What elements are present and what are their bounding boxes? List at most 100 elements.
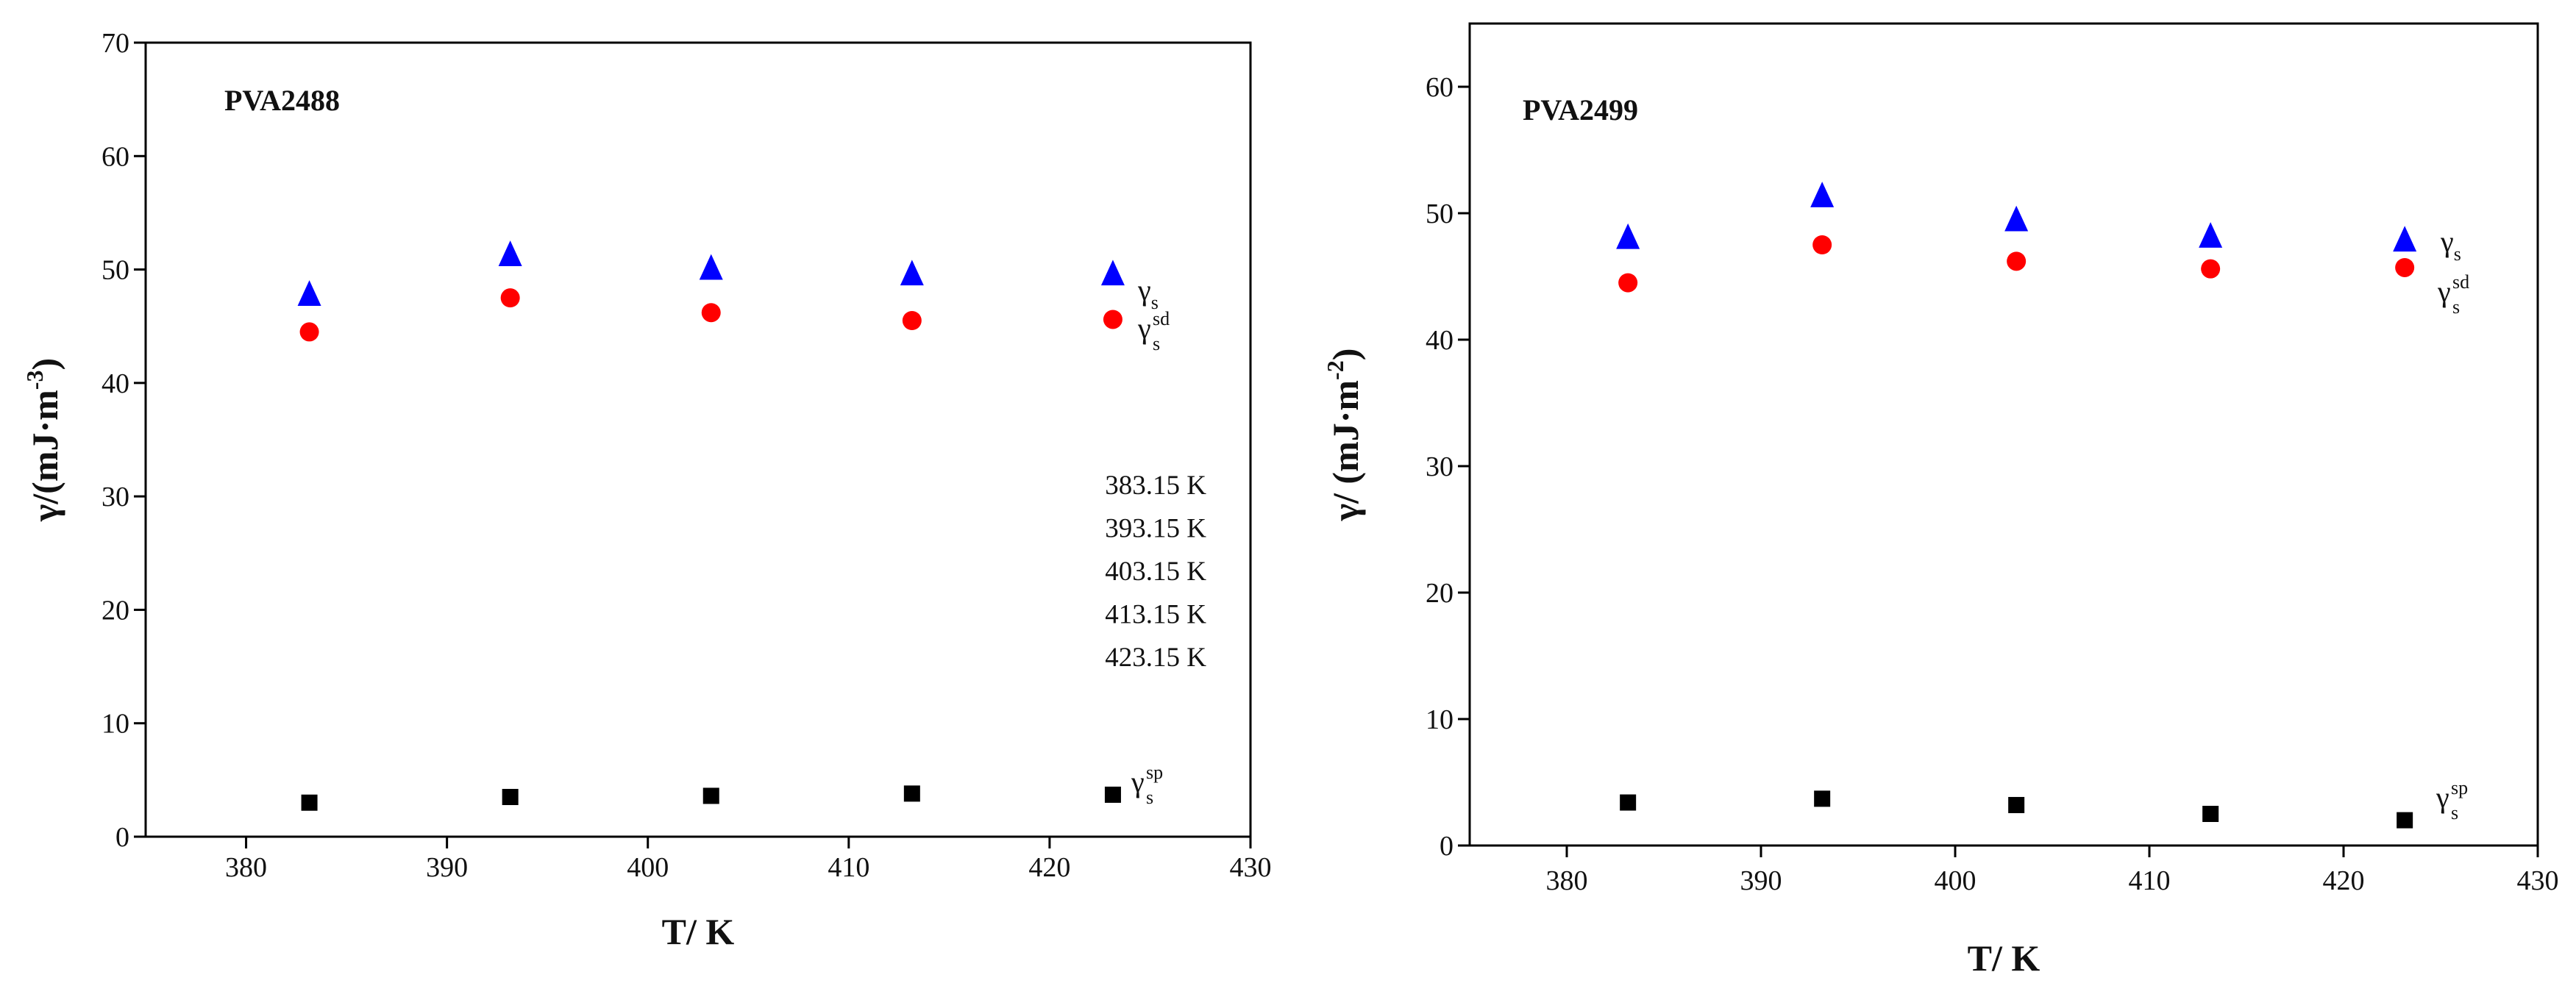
x-tick-label: 380 — [1546, 865, 1588, 896]
temperature-label: 403.15 K — [1105, 557, 1206, 587]
marker-gs — [1100, 260, 1125, 286]
marker-gsd — [1618, 273, 1638, 293]
x-tick-label: 420 — [2323, 865, 2365, 896]
x-tick-label: 390 — [1740, 865, 1782, 896]
y-axis-title-close: ) — [24, 358, 65, 371]
legend-label-gs: γs — [1137, 274, 1159, 313]
legend-base: γ — [2437, 275, 2451, 308]
x-axis-title: T/ K — [1968, 937, 2040, 979]
legend-base: γ — [1131, 765, 1145, 798]
marker-gsd — [500, 288, 520, 308]
y-tick-label: 30 — [102, 482, 129, 512]
chart-pva2499: 380 390 400 410 420 430 0 10 20 30 40 50 60 T/ K γ/ (m… — [1322, 22, 2559, 979]
marker-gsd — [701, 303, 721, 323]
legend-sub: s — [2451, 802, 2458, 823]
marker-gs — [1810, 182, 1835, 207]
temperature-label: 383.15 K — [1105, 471, 1206, 501]
chart-pva2488: 380 390 400 410 420 430 0 10 20 30 40 50 60 70 T/ K γ/(… — [21, 28, 1272, 952]
y-tick-label: 20 — [1426, 578, 1454, 609]
y-axis-title-sup: -2 — [1322, 360, 1348, 380]
legend-base: γ — [2436, 781, 2449, 814]
marker-gsd — [2201, 259, 2221, 279]
legend-label-gsd: γsd s — [2437, 271, 2469, 318]
x-tick-label: 410 — [2129, 865, 2171, 896]
plot-frame — [144, 41, 1252, 838]
y-tick-label: 30 — [1426, 451, 1454, 482]
plot-frame — [1468, 22, 2539, 847]
marker-gsd — [2007, 251, 2027, 271]
x-tick-label: 430 — [1230, 852, 1272, 883]
legend-base: γ — [1137, 312, 1151, 345]
marker-gsp — [2397, 812, 2413, 829]
temperature-label: 413.15 K — [1105, 600, 1206, 630]
marker-gsp — [1814, 790, 1831, 807]
y-tick-label: 50 — [1426, 199, 1454, 229]
legend-sup: sp — [2451, 777, 2468, 798]
y-tick-label: 60 — [102, 141, 129, 172]
x-tick-label: 410 — [828, 852, 869, 883]
y-axis-title-sup: -3 — [21, 371, 48, 390]
marker-gsp — [2008, 796, 2025, 813]
legend-label-gs: γs — [2440, 225, 2461, 265]
x-tick-label: 390 — [426, 852, 468, 883]
marker-gs — [2199, 222, 2223, 248]
y-tick-label: 40 — [102, 368, 129, 399]
y-tick-label: 60 — [1426, 72, 1454, 103]
marker-gs — [900, 260, 924, 286]
marker-gsp — [1104, 786, 1121, 803]
marker-gs — [1616, 223, 1640, 249]
y-tick-label: 10 — [1426, 704, 1454, 735]
marker-gsp — [2202, 806, 2219, 822]
legend-sup: sd — [1153, 308, 1170, 329]
marker-gsd — [1812, 235, 1832, 254]
panel-label: PVA2488 — [224, 84, 340, 117]
y-tick-label: 0 — [1440, 831, 1454, 862]
panel-label: PVA2499 — [1523, 93, 1638, 126]
marker-gs — [699, 254, 723, 280]
x-tick-label: 380 — [225, 852, 267, 883]
legend-sup: sd — [2452, 271, 2469, 293]
marker-gsd — [902, 311, 922, 330]
y-tick-label: 70 — [102, 28, 129, 59]
marker-gs — [2004, 205, 2029, 232]
marker-gsp — [702, 787, 719, 804]
marker-gsd — [1103, 310, 1122, 329]
marker-gs — [297, 280, 321, 306]
y-tick-label: 40 — [1426, 325, 1454, 356]
marker-gs — [498, 240, 522, 266]
legend-label-gsd: γsd s — [1137, 308, 1170, 354]
temperature-label: 423.15 K — [1105, 643, 1206, 673]
y-axis-title-main: γ/ (mJ·m — [1325, 380, 1366, 521]
y-axis-title-main: γ/(mJ·m — [24, 390, 65, 522]
marker-gs — [2393, 226, 2417, 252]
y-axis-title: γ/ (mJ·m-2) — [1322, 348, 1366, 522]
y-tick-label: 20 — [102, 595, 129, 626]
x-tick-label: 400 — [627, 852, 669, 883]
x-axis-title: T/ K — [662, 911, 735, 952]
marker-gsp — [903, 785, 920, 802]
legend-base: γ — [1137, 274, 1151, 307]
legend-label-gsp: γsp s — [2436, 777, 2468, 823]
legend-sub: s — [2454, 243, 2461, 265]
legend-sub: s — [1153, 333, 1160, 354]
legend-sub: s — [1146, 787, 1153, 808]
marker-gsp — [1620, 794, 1637, 811]
marker-gsd — [299, 322, 319, 342]
y-axis-title: γ/(mJ·m-3) — [21, 358, 65, 522]
marker-gsp — [502, 789, 519, 805]
marker-gsp — [301, 794, 318, 811]
y-tick-label: 10 — [102, 709, 129, 740]
legend-base: γ — [2440, 225, 2454, 258]
y-tick-label: 50 — [102, 255, 129, 286]
legend-sub: s — [1151, 292, 1159, 313]
x-tick-label: 400 — [1935, 865, 1977, 896]
chart-panel-pva2488: 380 390 400 410 420 430 0 10 20 30 40 50 60 70 T/ K γ/(… — [21, 28, 1272, 952]
chart-panel-pva2499: 380 390 400 410 420 430 0 10 20 30 40 50 60 T/ K γ/ (m… — [1295, 0, 2576, 1008]
legend-sub: s — [2452, 296, 2460, 318]
marker-gsd — [2395, 257, 2415, 277]
y-axis-title-close: ) — [1325, 348, 1366, 361]
y-tick-label: 0 — [115, 822, 129, 853]
legend-sup: sp — [1146, 762, 1163, 783]
temperature-label: 393.15 K — [1105, 514, 1206, 544]
x-tick-label: 430 — [2517, 865, 2559, 896]
